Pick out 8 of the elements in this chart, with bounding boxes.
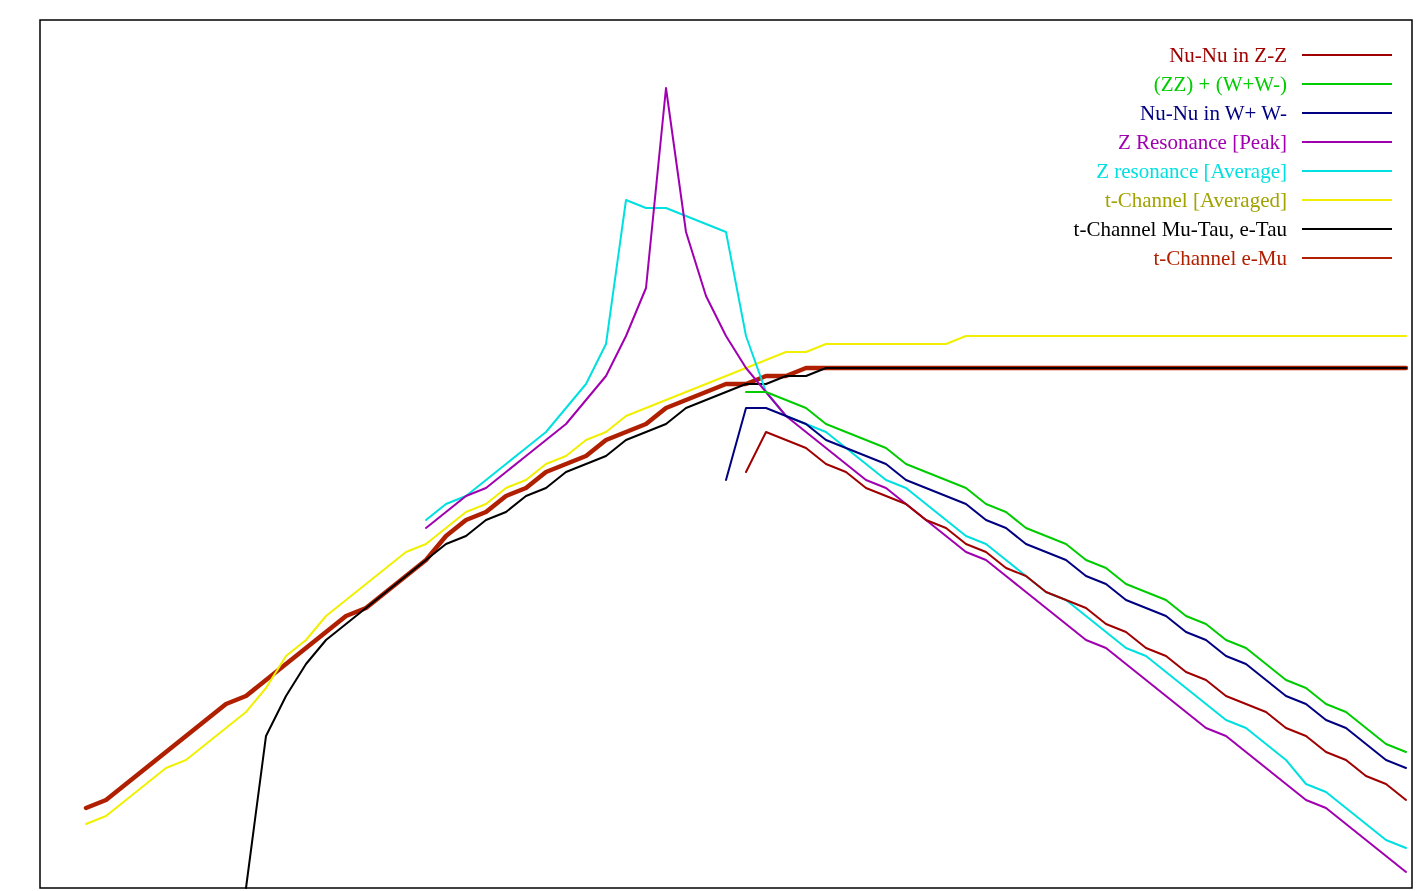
legend-label: Nu-Nu in W+ W- (1140, 101, 1287, 125)
legend-label: t-Channel e-Mu (1153, 246, 1288, 270)
legend-label: t-Channel Mu-Tau, e-Tau (1073, 217, 1288, 241)
legend-label: (ZZ) + (W+W-) (1153, 72, 1287, 96)
legend-label: Z resonance [Average] (1096, 159, 1287, 183)
legend-label: Nu-Nu in Z-Z (1169, 43, 1287, 67)
legend-label: t-Channel [Averaged] (1104, 188, 1287, 212)
legend-label: Z Resonance [Peak] (1117, 130, 1287, 154)
